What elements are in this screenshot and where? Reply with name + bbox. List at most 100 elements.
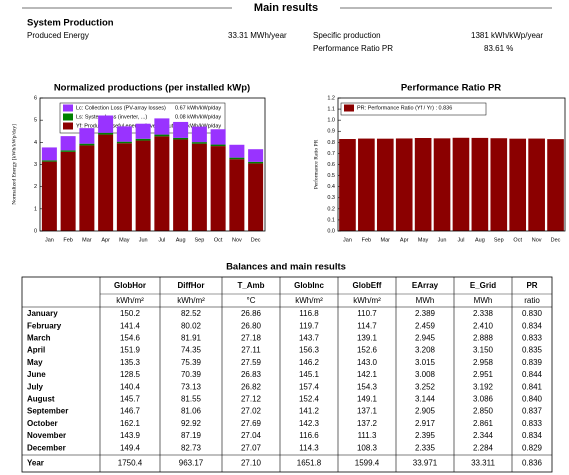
table-cell: 3.144 <box>415 395 436 404</box>
bar <box>229 159 245 231</box>
table-cell: °C <box>247 296 256 305</box>
table-cell: 27.04 <box>241 431 262 440</box>
bar <box>154 134 170 137</box>
bar <box>210 129 226 145</box>
bar <box>116 143 132 231</box>
y-tick-label: 0.3 <box>327 195 335 201</box>
table-cell: 27.69 <box>241 419 262 428</box>
bar <box>41 147 57 161</box>
table-cell: 0.844 <box>522 370 543 379</box>
chart-title: Performance Ratio PR <box>401 83 501 94</box>
table-cell: 33.311 <box>471 459 495 468</box>
summary-value: 83.61 % <box>484 44 513 53</box>
bar <box>547 139 564 231</box>
x-tick-label: Jun <box>139 237 148 243</box>
table-cell: 82.52 <box>181 309 202 318</box>
table-cell: PR <box>526 281 537 290</box>
table-cell: June <box>27 370 46 379</box>
table-cell: 142.3 <box>299 419 320 428</box>
table-cell: 0.835 <box>522 346 543 355</box>
bar <box>248 163 264 231</box>
table-cell: 141.2 <box>299 407 320 416</box>
summary-label: Performance Ratio PR <box>313 44 393 53</box>
legend-box <box>340 102 487 116</box>
table-cell: 150.2 <box>120 309 141 318</box>
table-cell: 0.833 <box>522 419 543 428</box>
y-tick-label: 0.4 <box>327 184 335 190</box>
plot-frame <box>337 97 566 232</box>
table-cell: 2.850 <box>473 407 494 416</box>
table-cell: 81.06 <box>181 407 202 416</box>
bar <box>98 132 114 135</box>
legend-swatch <box>63 122 73 130</box>
table-cell: 141.4 <box>120 321 141 330</box>
table-cell: May <box>27 358 43 367</box>
table-frame <box>21 276 553 473</box>
bar <box>509 138 527 231</box>
table-cell: 151.9 <box>120 346 141 355</box>
y-tick-label: 4 <box>34 140 37 146</box>
legend-value: 0.67 kWh/kWp/day <box>175 105 221 111</box>
table-cell: October <box>27 419 58 428</box>
bar <box>135 138 151 141</box>
table-cell: 2.338 <box>473 309 494 318</box>
table-cell: 143.9 <box>120 431 141 440</box>
table-cell: Year <box>27 459 44 468</box>
bar <box>116 126 132 142</box>
table-cell: July <box>27 382 44 391</box>
y-tick-label: 0.9 <box>327 129 335 135</box>
table-cell: 0.839 <box>522 358 543 367</box>
bar <box>248 161 264 164</box>
legend-swatch <box>63 113 73 121</box>
y-tick-label: 1 <box>34 206 37 212</box>
summary-label: Produced Energy <box>27 31 89 40</box>
table-cell: 74.35 <box>181 346 202 355</box>
bar <box>79 145 95 231</box>
table-cell: 154.3 <box>357 382 378 391</box>
x-tick-label: May <box>418 237 429 243</box>
table-cell: 145.7 <box>120 395 141 404</box>
bar <box>229 157 245 160</box>
bar <box>191 143 207 231</box>
table-cell: 111.3 <box>358 431 377 440</box>
x-tick-label: Nov <box>532 237 542 243</box>
y-tick-label: 0.8 <box>327 140 335 146</box>
x-tick-label: Sep <box>194 237 204 243</box>
table-cell: 137.1 <box>357 407 378 416</box>
table-cell: 114.3 <box>299 443 319 452</box>
table-cell: 152.6 <box>357 346 378 355</box>
bar <box>471 137 489 231</box>
bar <box>528 138 545 231</box>
bar <box>41 161 57 231</box>
bar <box>135 140 151 231</box>
table-cell: 108.3 <box>357 443 378 452</box>
summary-value: 33.31 MWh/year <box>228 31 287 40</box>
table-cell: 27.11 <box>241 346 261 355</box>
table-cell: 75.39 <box>181 358 202 367</box>
bar <box>452 137 470 231</box>
table-cell: 3.208 <box>415 346 436 355</box>
x-tick-label: Oct <box>513 237 522 243</box>
x-tick-label: Mar <box>82 237 92 243</box>
table-cell: 70.39 <box>181 370 202 379</box>
y-tick-label: 0.6 <box>327 162 335 168</box>
table-cell: EArray <box>412 281 439 290</box>
x-tick-label: Jul <box>457 237 464 243</box>
table-cell: 157.4 <box>299 382 320 391</box>
bar <box>60 150 76 152</box>
bar <box>414 138 432 231</box>
y-tick-label: 0 <box>34 228 37 234</box>
y-tick-label: 0.7 <box>327 151 335 157</box>
table-cell: 0.834 <box>522 431 543 440</box>
table-cell: 27.59 <box>241 358 262 367</box>
bar <box>173 137 189 140</box>
table-cell: 73.13 <box>181 382 202 391</box>
table-cell: 3.252 <box>415 382 436 391</box>
y-tick-label: 0.1 <box>327 217 335 223</box>
table-cell: 26.86 <box>241 309 262 318</box>
bar <box>358 138 375 231</box>
table-cell: 2.344 <box>473 431 494 440</box>
y-tick-label: 2 <box>34 184 37 190</box>
table-cell: kWh/m² <box>116 296 144 305</box>
